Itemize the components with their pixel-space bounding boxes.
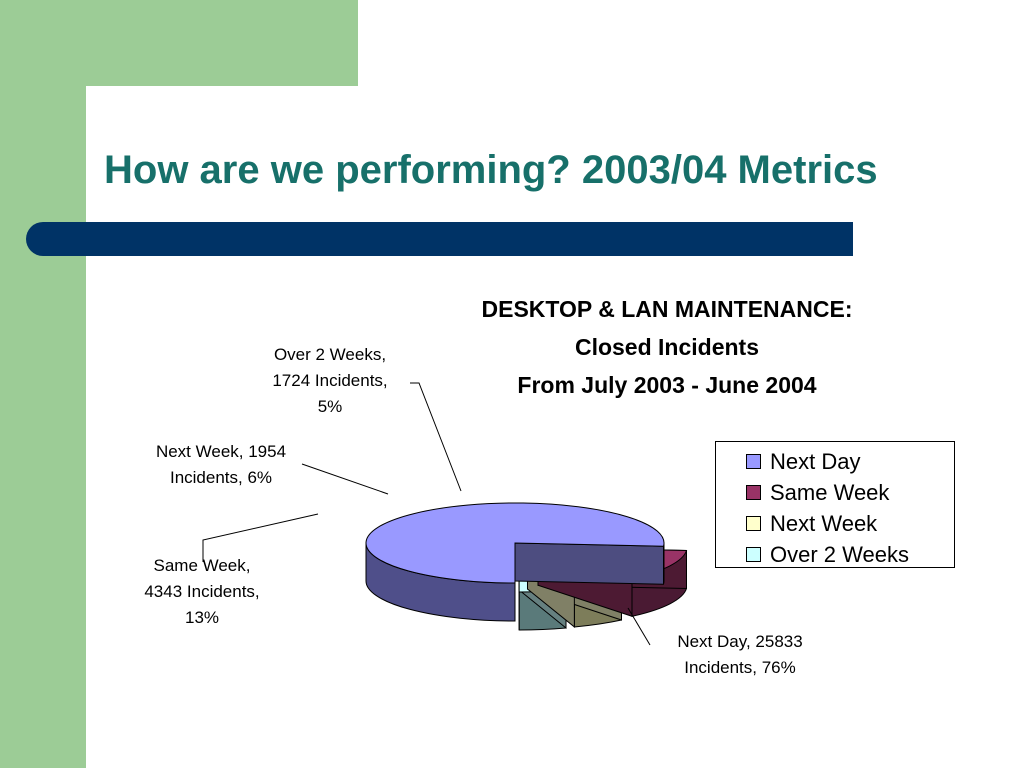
data-label-line: Same Week,	[153, 556, 251, 575]
data-label-line: Over 2 Weeks,	[273, 345, 387, 364]
chart-title-line-1: DESKTOP & LAN MAINTENANCE:	[481, 296, 853, 322]
left-decor-band	[0, 0, 86, 768]
data-label-line: Next Day, 25833	[677, 632, 803, 651]
chart-legend: Next Day Same Week Next Week Over 2 Week…	[715, 441, 955, 568]
legend-item-next-day: Next Day	[716, 446, 954, 477]
slide-title: How are we performing? 2003/04 Metrics	[104, 148, 878, 192]
legend-label: Over 2 Weeks	[770, 541, 909, 567]
data-label-line: 4343 Incidents,	[144, 582, 260, 601]
legend-item-next-week: Next Week	[716, 508, 954, 539]
leader-line-same-week	[202, 513, 319, 562]
chart-title: DESKTOP & LAN MAINTENANCE: Closed Incide…	[417, 290, 917, 404]
data-label-line: 5%	[317, 397, 343, 416]
chart-title-line-2: Closed Incidents	[574, 334, 760, 360]
legend-swatch	[746, 516, 761, 531]
data-label-same-week: Same Week, 4343 Incidents, 13%	[122, 553, 282, 631]
data-label-line: Next Week, 1954	[155, 442, 287, 461]
legend-swatch	[746, 454, 761, 469]
leader-line-next-day	[627, 607, 651, 646]
legend-swatch	[746, 547, 761, 562]
data-label-over-2-weeks: Over 2 Weeks, 1724 Incidents, 5%	[250, 342, 410, 420]
data-label-next-day: Next Day, 25833 Incidents, 76%	[650, 629, 830, 681]
pie-slice-next-day	[365, 502, 665, 584]
data-label-next-week: Next Week, 1954 Incidents, 6%	[133, 439, 309, 491]
leader-line-next-week	[301, 463, 389, 495]
legend-item-over-2-weeks: Over 2 Weeks	[716, 539, 954, 570]
title-underline-bar	[26, 222, 853, 256]
data-label-line: 13%	[184, 608, 220, 627]
pie-wall-next-day	[514, 542, 664, 585]
top-decor-band	[0, 0, 358, 86]
legend-label: Next Week	[770, 510, 878, 536]
data-label-line: Incidents, 6%	[169, 468, 273, 487]
content-area	[86, 86, 1024, 768]
leader-line-over-2-weeks	[410, 382, 462, 492]
legend-swatch	[746, 485, 761, 500]
legend-label: Same Week	[770, 479, 890, 505]
legend-item-same-week: Same Week	[716, 477, 954, 508]
chart-title-line-3: From July 2003 - June 2004	[517, 372, 817, 398]
data-label-line: Incidents, 76%	[684, 658, 796, 677]
data-label-line: 1724 Incidents,	[272, 371, 388, 390]
legend-label: Next Day	[770, 448, 861, 474]
